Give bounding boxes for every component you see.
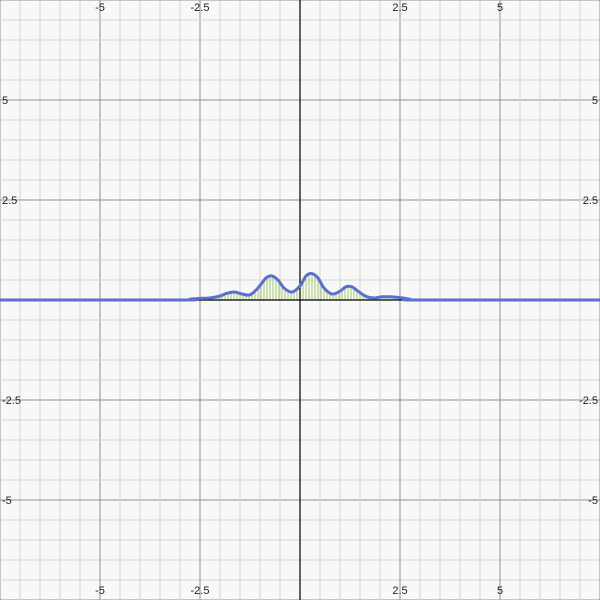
x-tick-label-top: 2.5 [392,2,407,14]
x-tick-label-bottom: 2.5 [392,585,407,597]
x-tick-label-bottom: 5 [497,585,503,597]
x-tick-label-top: -2.5 [191,2,210,14]
x-tick-label-bottom: -5 [95,585,105,597]
series-layer [0,272,600,302]
y-tick-label-right: -5 [588,495,598,507]
y-tick-label-left: 5 [2,95,8,107]
y-tick-label-right: 2.5 [583,195,598,207]
y-tick-label-right: -2.5 [579,395,598,407]
series-line [0,272,600,302]
y-tick-label-left: -5 [2,495,12,507]
x-tick-label-top: -5 [95,2,105,14]
y-tick-label-left: 2.5 [2,195,17,207]
y-tick-label-left: -2.5 [2,395,21,407]
x-tick-label-bottom: -2.5 [191,585,210,597]
y-tick-label-right: 5 [592,95,598,107]
x-tick-label-top: 5 [497,2,503,14]
